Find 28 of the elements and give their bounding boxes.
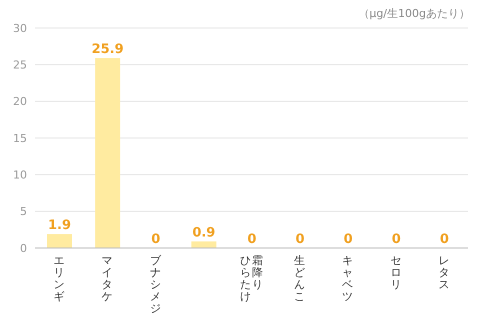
- data-label: 25.9: [92, 42, 124, 58]
- y-tick-label: 0: [20, 242, 27, 255]
- data-label: 0: [296, 232, 305, 247]
- y-tick-label: 20: [13, 95, 27, 108]
- data-label: 0: [247, 232, 256, 247]
- x-tick-label: 生どんこ: [294, 254, 306, 303]
- y-tick-label: 5: [20, 205, 27, 218]
- data-label: 0: [344, 232, 353, 247]
- bar: [95, 58, 120, 248]
- x-tick-label: エリンギ: [54, 254, 65, 303]
- bar: [191, 241, 216, 248]
- data-label: 1.9: [48, 218, 72, 234]
- y-tick-label: 15: [13, 132, 27, 145]
- y-tick-label: 10: [13, 168, 27, 182]
- y-tick-label: 30: [13, 22, 27, 35]
- x-tick-label: レタス: [438, 254, 450, 291]
- bar: [47, 234, 72, 248]
- x-tick-label: マイタケ: [102, 254, 113, 303]
- x-tick-label: 霜降りひらたけ: [240, 254, 263, 303]
- x-tick-label: ブナシメジ: [150, 254, 162, 315]
- data-label: 0.9: [192, 225, 216, 240]
- text: （μg/生100gあたり）: [358, 6, 470, 21]
- x-tick-label: セロリ: [390, 254, 402, 291]
- data-label: 0: [392, 232, 401, 247]
- y-tick-label: 25: [13, 58, 27, 72]
- x-tick-label: キャベツ: [342, 254, 354, 303]
- data-label: 0: [151, 232, 160, 247]
- data-label: 0: [440, 232, 449, 247]
